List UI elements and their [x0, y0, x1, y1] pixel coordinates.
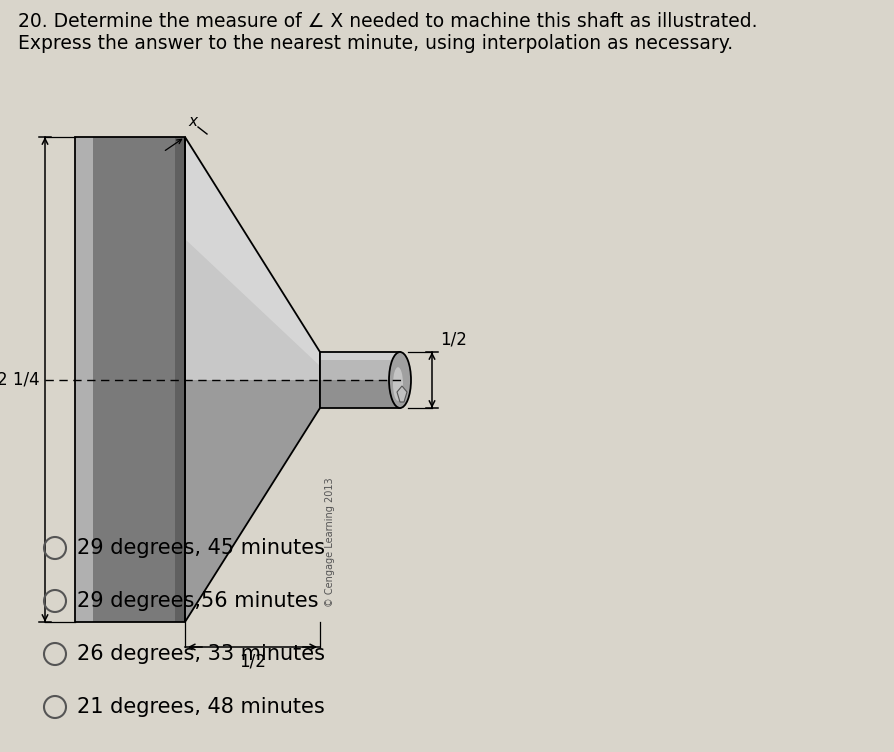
Text: 2 1/4: 2 1/4: [0, 371, 40, 389]
Text: Express the answer to the nearest minute, using interpolation as necessary.: Express the answer to the nearest minute…: [18, 34, 733, 53]
Polygon shape: [320, 380, 400, 408]
Ellipse shape: [393, 367, 403, 401]
Text: 29 degrees,56 minutes: 29 degrees,56 minutes: [77, 591, 318, 611]
Polygon shape: [185, 137, 320, 622]
Polygon shape: [75, 137, 93, 622]
Text: © Cengage Learning 2013: © Cengage Learning 2013: [325, 478, 335, 607]
Text: 26 degrees, 33 minutes: 26 degrees, 33 minutes: [77, 644, 325, 664]
Text: x: x: [188, 114, 197, 129]
Polygon shape: [185, 380, 320, 622]
Ellipse shape: [389, 352, 411, 408]
Polygon shape: [175, 137, 185, 622]
Text: 20. Determine the measure of ∠ X needed to machine this shaft as illustrated.: 20. Determine the measure of ∠ X needed …: [18, 12, 757, 31]
Polygon shape: [320, 352, 400, 408]
Polygon shape: [320, 352, 400, 360]
Text: 1/2: 1/2: [440, 330, 467, 348]
Polygon shape: [93, 137, 185, 622]
Text: 29 degrees, 45 minutes: 29 degrees, 45 minutes: [77, 538, 325, 558]
Polygon shape: [185, 137, 320, 366]
Text: 21 degrees, 48 minutes: 21 degrees, 48 minutes: [77, 697, 325, 717]
Text: 1/2: 1/2: [239, 652, 266, 670]
Polygon shape: [397, 386, 407, 402]
